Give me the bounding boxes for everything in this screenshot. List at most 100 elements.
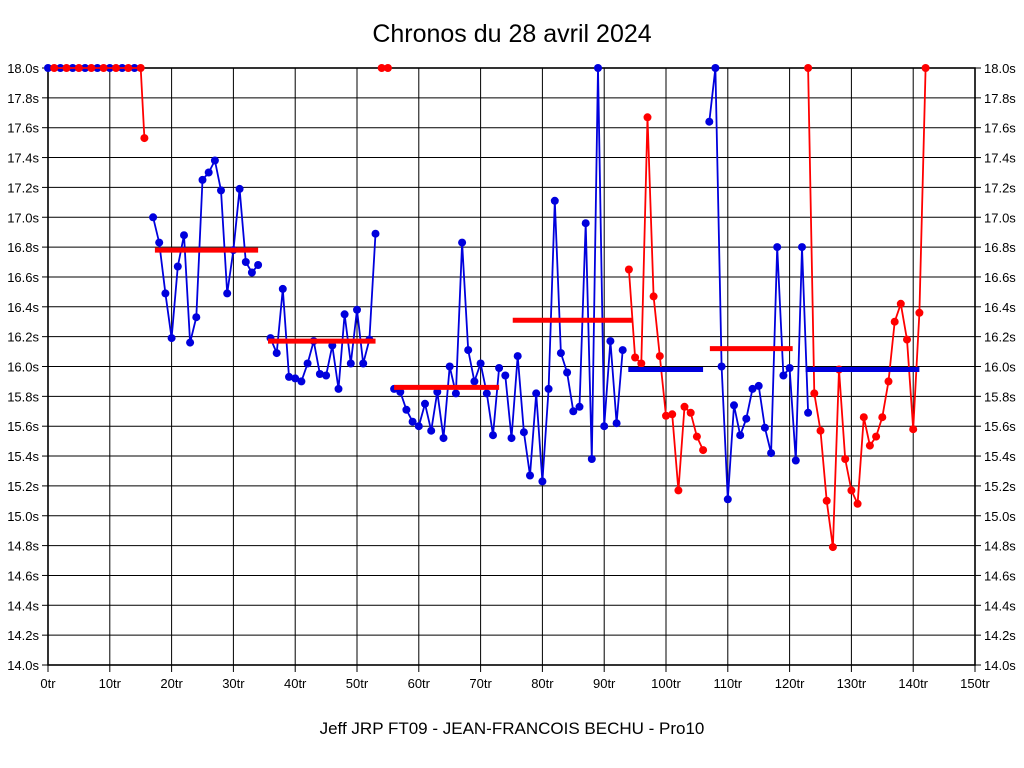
y-tick-label: 14.2s xyxy=(7,628,39,643)
y-tick-label: 18.0s xyxy=(984,61,1016,76)
data-point xyxy=(637,359,646,368)
data-point xyxy=(563,368,572,377)
data-point xyxy=(322,371,331,380)
data-point xyxy=(217,186,225,195)
data-point xyxy=(587,455,596,463)
data-point xyxy=(62,64,71,72)
data-point xyxy=(798,243,806,252)
data-point xyxy=(285,372,293,381)
data-point xyxy=(822,496,831,505)
data-point xyxy=(532,389,541,398)
data-point xyxy=(804,408,813,417)
data-point xyxy=(594,64,602,72)
data-point xyxy=(210,156,219,165)
x-tick-label: 80tr xyxy=(531,676,554,691)
y-tick-label: 15.0s xyxy=(984,509,1016,524)
data-point xyxy=(482,389,491,398)
x-tick-label: 100tr xyxy=(651,676,681,691)
data-point xyxy=(464,346,473,355)
y-tick-label: 16.2s xyxy=(984,330,1016,345)
data-point xyxy=(550,196,559,205)
y-tick-label: 15.2s xyxy=(984,479,1016,494)
data-point xyxy=(427,426,436,435)
data-point xyxy=(896,299,905,308)
data-point xyxy=(451,389,460,398)
data-point xyxy=(680,402,689,411)
data-point xyxy=(791,456,800,465)
x-tick-label: 60tr xyxy=(408,676,431,691)
data-point xyxy=(872,432,881,441)
data-point xyxy=(408,417,417,426)
data-point xyxy=(853,499,862,508)
data-point xyxy=(353,305,361,314)
data-point xyxy=(668,410,677,419)
data-point xyxy=(396,387,405,396)
y-tick-label: 17.4s xyxy=(7,151,39,166)
data-point xyxy=(278,284,287,293)
data-point xyxy=(631,353,640,362)
data-point xyxy=(717,362,726,371)
data-point xyxy=(402,405,411,414)
data-point xyxy=(859,413,868,422)
y-tick-label: 16.2s xyxy=(7,330,39,345)
chart-footer-driver-label: Jeff JRP FT09 - JEAN-FRANCOIS BECHU - Pr… xyxy=(319,719,705,738)
y-tick-label: 15.8s xyxy=(7,389,39,404)
y-tick-label: 18.0s xyxy=(7,61,39,76)
data-point xyxy=(519,428,528,437)
series-stint7-blue xyxy=(705,64,813,504)
data-point xyxy=(804,64,813,72)
y-tick-label: 16.8s xyxy=(7,240,39,255)
x-tick-label: 0tr xyxy=(40,676,56,691)
y-tick-label: 16.0s xyxy=(7,360,39,375)
data-point xyxy=(556,349,565,358)
data-point xyxy=(297,377,306,386)
data-point xyxy=(167,334,176,343)
data-point xyxy=(544,384,553,393)
data-point xyxy=(643,113,652,122)
data-point xyxy=(865,441,874,450)
y-tick-label: 16.6s xyxy=(7,270,39,285)
data-point xyxy=(470,377,479,386)
data-point xyxy=(847,486,856,495)
data-point xyxy=(377,64,386,72)
y-tick-label: 17.0s xyxy=(7,210,39,225)
data-point xyxy=(421,399,429,408)
x-tick-label: 90tr xyxy=(593,676,616,691)
data-point xyxy=(291,374,300,383)
data-point xyxy=(198,175,207,184)
data-point xyxy=(612,419,621,428)
y-axis-labels-left: 14.0s 14.2s 14.4s 14.6s 14.8s 15.0s 15.2s 15.4s… xyxy=(7,61,39,673)
data-point xyxy=(346,359,355,368)
series-stint2-blue xyxy=(149,156,263,347)
data-point xyxy=(241,258,250,266)
data-point xyxy=(841,455,850,463)
y-axis-labels-right: 14.0s 14.2s 14.4s 14.6s 14.8s 15.0s 15.2s 15.4s… xyxy=(984,61,1016,673)
data-point xyxy=(711,64,720,72)
data-point xyxy=(760,423,769,432)
y-tick-label: 17.8s xyxy=(984,91,1016,106)
y-tick-label: 15.4s xyxy=(7,449,39,464)
y-tick-label: 15.6s xyxy=(7,419,39,434)
data-point xyxy=(618,346,627,355)
data-point xyxy=(890,317,899,326)
data-point xyxy=(140,134,149,143)
y-tick-label: 15.4s xyxy=(984,449,1016,464)
series-line xyxy=(708,67,809,500)
y-tick-label: 17.2s xyxy=(7,180,39,195)
data-point xyxy=(513,352,522,361)
series-line xyxy=(807,67,927,548)
data-point xyxy=(748,384,757,393)
data-point xyxy=(303,359,312,368)
data-point xyxy=(445,362,454,371)
data-point xyxy=(699,446,708,455)
data-point xyxy=(649,292,658,301)
data-point xyxy=(235,184,244,193)
data-point xyxy=(581,219,590,228)
series-stint5-blue xyxy=(501,64,627,486)
data-point xyxy=(507,434,516,443)
y-tick-label: 14.8s xyxy=(7,539,39,554)
data-point xyxy=(730,401,738,410)
chart-title: Chronos du 28 avril 2024 xyxy=(372,20,652,48)
y-tick-label: 16.4s xyxy=(984,300,1016,315)
series-stint6-red xyxy=(624,113,708,495)
